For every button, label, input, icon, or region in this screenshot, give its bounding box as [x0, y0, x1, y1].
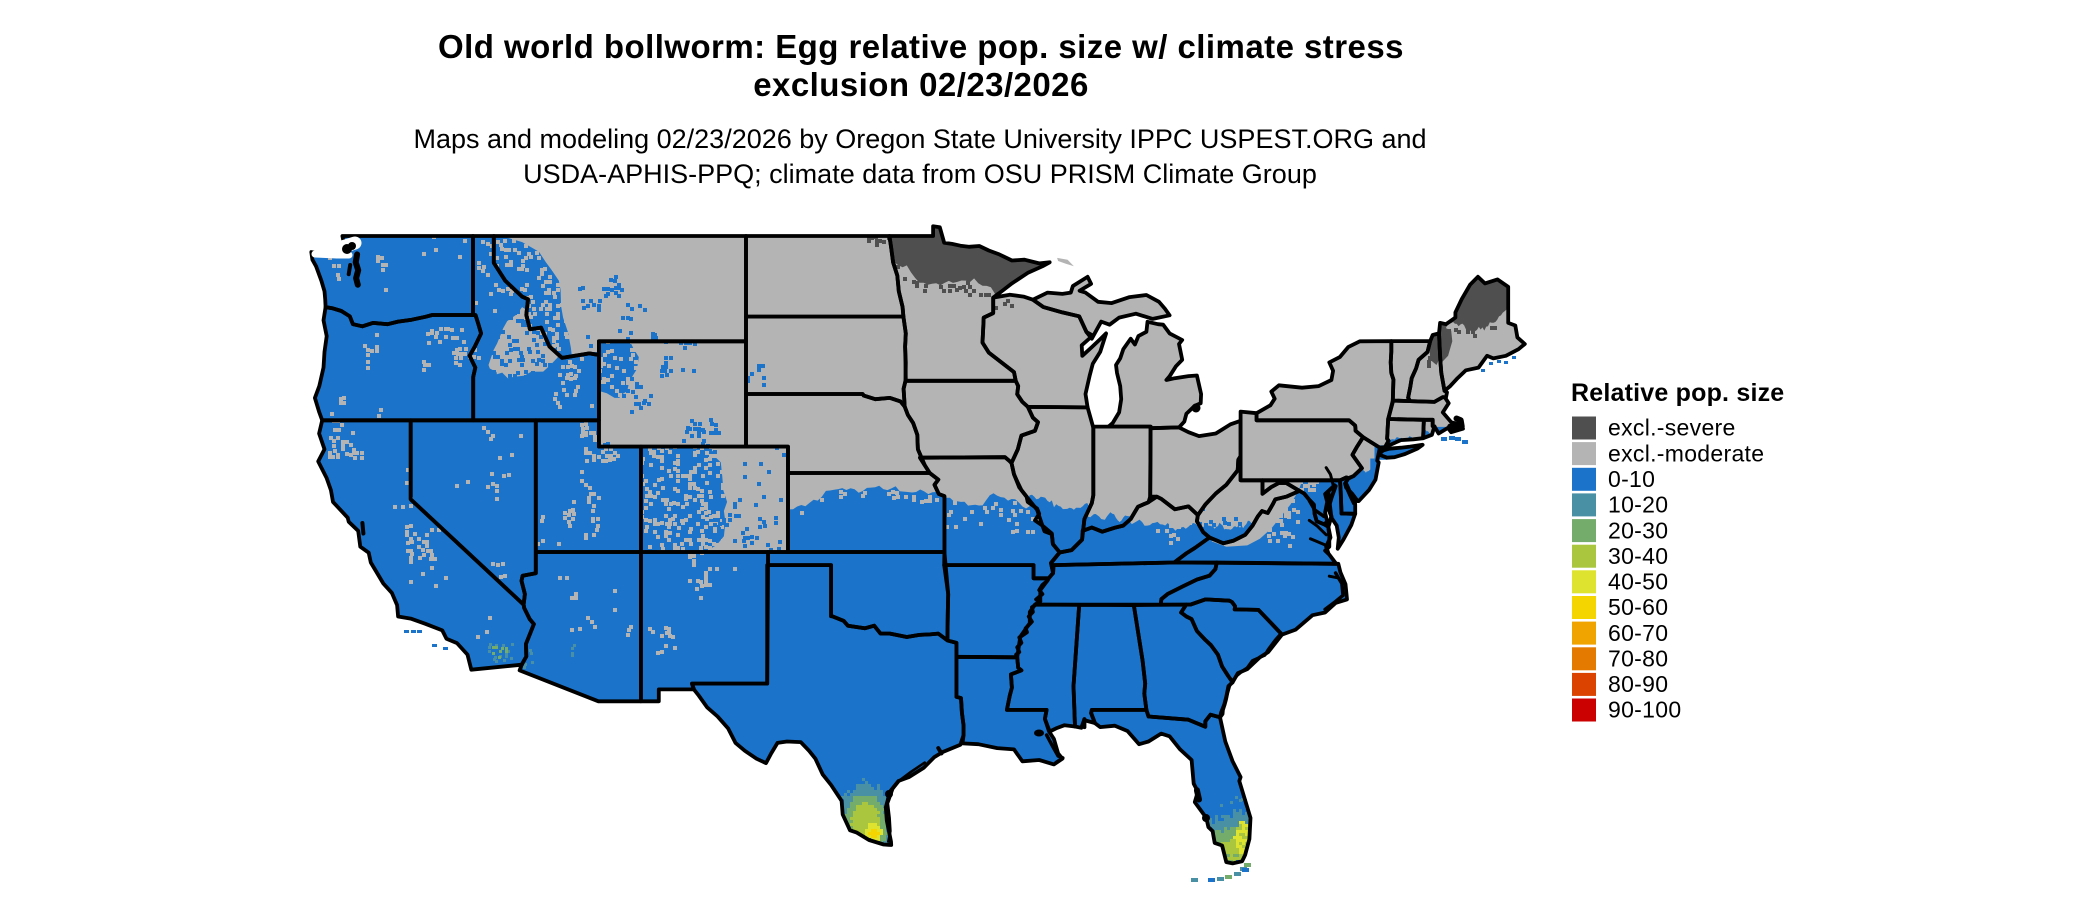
svg-text:50-60: 50-60 [1608, 594, 1668, 620]
svg-text:Relative pop. size: Relative pop. size [1571, 379, 1784, 407]
svg-text:30-40: 30-40 [1608, 543, 1668, 569]
svg-text:90-100: 90-100 [1608, 697, 1681, 723]
svg-text:70-80: 70-80 [1608, 646, 1668, 672]
svg-text:10-20: 10-20 [1608, 492, 1668, 518]
svg-text:excl.-moderate: excl.-moderate [1608, 440, 1764, 466]
svg-text:20-30: 20-30 [1608, 517, 1668, 543]
svg-text:Maps and modeling 02/23/2026 b: Maps and modeling 02/23/2026 by Oregon S… [413, 124, 1426, 154]
svg-text:80-90: 80-90 [1608, 671, 1668, 697]
svg-text:0-10: 0-10 [1608, 466, 1655, 492]
svg-text:Old world bollworm: Egg relati: Old world bollworm: Egg relative pop. si… [438, 28, 1404, 65]
svg-text:exclusion 02/23/2026: exclusion 02/23/2026 [753, 66, 1089, 103]
svg-text:40-50: 40-50 [1608, 569, 1668, 595]
svg-text:60-70: 60-70 [1608, 620, 1668, 646]
svg-text:USDA-APHIS-PPQ; climate data f: USDA-APHIS-PPQ; climate data from OSU PR… [523, 159, 1317, 189]
svg-text:excl.-severe: excl.-severe [1608, 415, 1736, 441]
